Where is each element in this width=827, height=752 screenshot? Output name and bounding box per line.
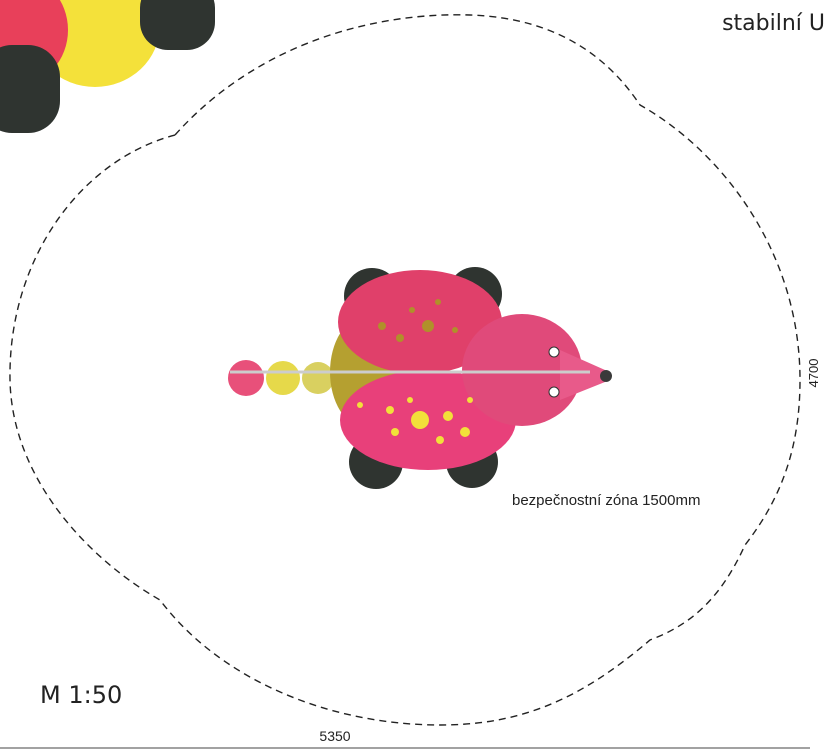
safety-zone xyxy=(9,14,801,726)
scale-label: M 1:50 xyxy=(40,681,122,709)
mouse-figure xyxy=(228,267,612,489)
width-dimension: 5350 xyxy=(319,728,350,744)
zone-label: bezpečnostní zóna 1500mm xyxy=(512,492,700,509)
title: stabilní U xyxy=(722,11,825,36)
height-dimension: 4700 xyxy=(806,359,821,388)
partial-figure xyxy=(0,0,215,133)
